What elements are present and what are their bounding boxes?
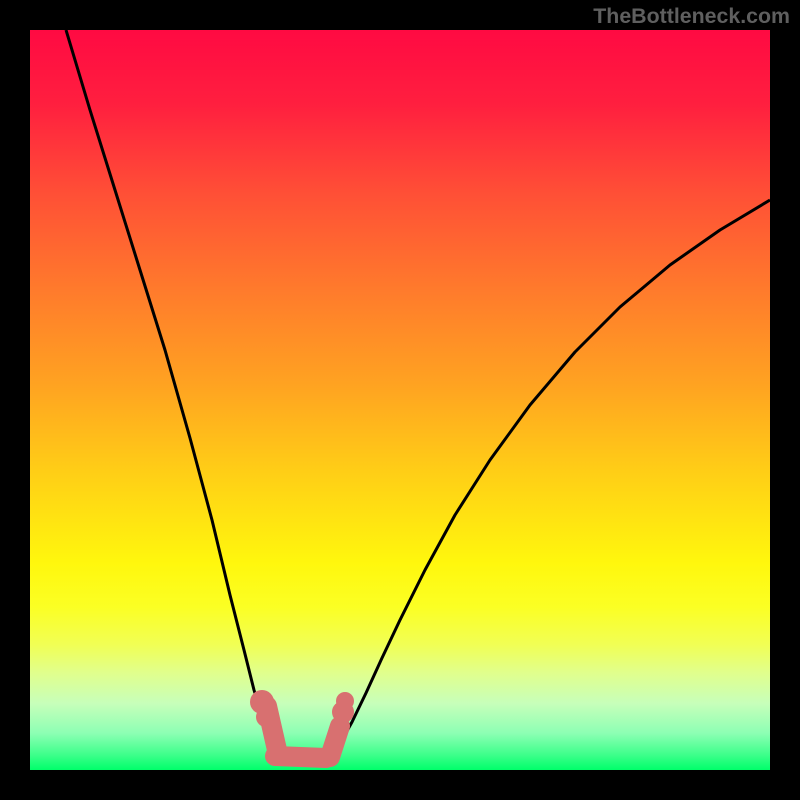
plot-area xyxy=(30,30,770,770)
watermark-text: TheBottleneck.com xyxy=(593,4,790,29)
chart-canvas: TheBottleneck.com xyxy=(0,0,800,800)
highlight-markers xyxy=(30,30,770,770)
